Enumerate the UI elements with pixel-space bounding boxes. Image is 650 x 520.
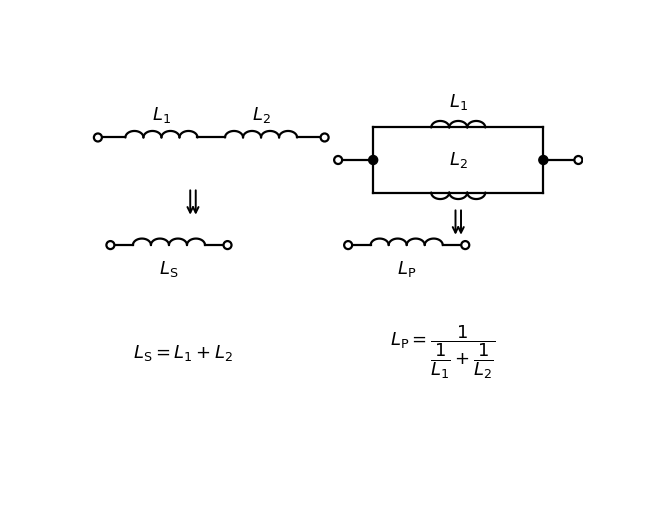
Text: $L_1$: $L_1$: [448, 93, 468, 112]
Circle shape: [575, 156, 582, 164]
Text: $L_2$: $L_2$: [252, 105, 270, 125]
Circle shape: [369, 155, 378, 164]
Circle shape: [94, 134, 102, 141]
Text: $L_\mathrm{P}$: $L_\mathrm{P}$: [397, 259, 417, 279]
Text: $L_1$: $L_1$: [152, 105, 171, 125]
Text: $L_\mathrm{S}$: $L_\mathrm{S}$: [159, 259, 179, 279]
Circle shape: [334, 156, 342, 164]
Text: $L_\mathrm{S} = L_1 + L_2$: $L_\mathrm{S} = L_1 + L_2$: [133, 343, 233, 362]
Circle shape: [320, 134, 329, 141]
Circle shape: [539, 155, 548, 164]
Circle shape: [462, 241, 469, 249]
Circle shape: [107, 241, 114, 249]
Text: $L_2$: $L_2$: [449, 150, 467, 170]
Text: $L_\mathrm{P} = \dfrac{1}{\dfrac{1}{L_1} + \dfrac{1}{L_2}}$: $L_\mathrm{P} = \dfrac{1}{\dfrac{1}{L_1}…: [390, 324, 496, 381]
Circle shape: [344, 241, 352, 249]
Circle shape: [224, 241, 231, 249]
